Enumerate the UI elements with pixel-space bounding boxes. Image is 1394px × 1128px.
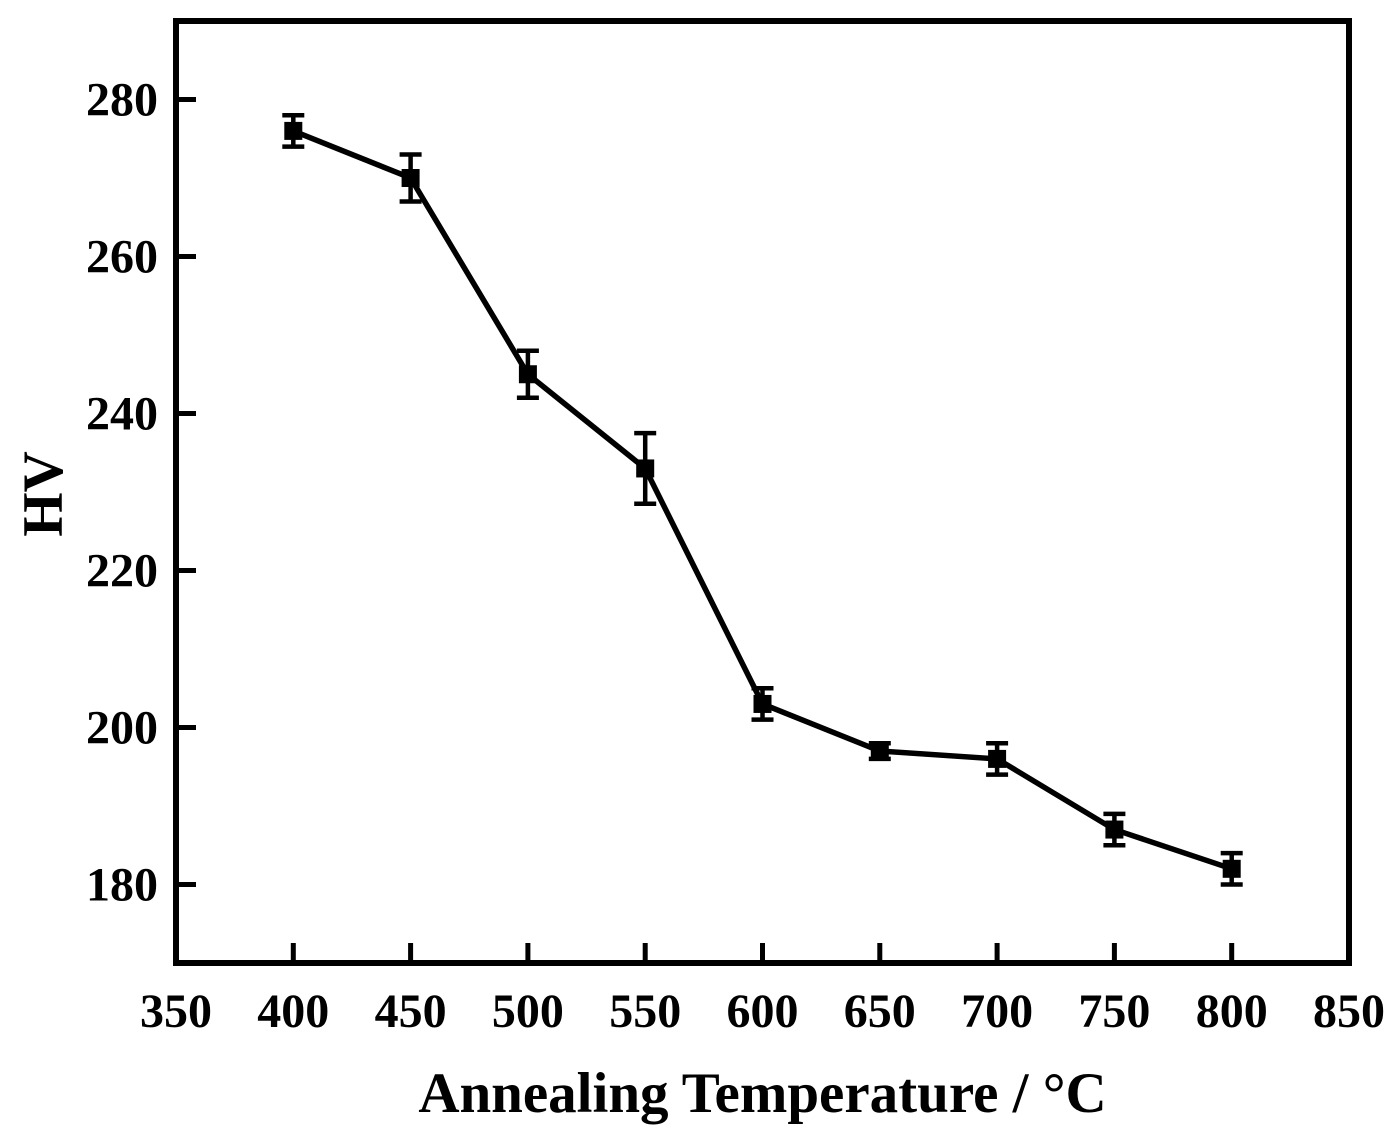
y-tick-label: 220: [86, 545, 158, 598]
x-tick-label: 850: [1313, 985, 1385, 1038]
y-tick-label: 200: [86, 702, 158, 755]
data-point-marker: [988, 749, 1007, 768]
x-tick-label: 700: [961, 985, 1033, 1038]
data-point-marker: [1105, 820, 1124, 839]
x-tick-label: 500: [492, 985, 564, 1038]
x-tick-label: 800: [1196, 985, 1268, 1038]
y-tick-label: 260: [86, 231, 158, 284]
y-tick-label: 180: [86, 859, 158, 912]
data-point-marker: [636, 459, 655, 478]
x-tick-label: 400: [257, 985, 329, 1038]
x-axis-title: Annealing Temperature / °C: [418, 1062, 1106, 1125]
x-tick-label: 750: [1078, 985, 1150, 1038]
data-point-marker: [753, 694, 772, 713]
x-tick-label: 450: [375, 985, 447, 1038]
data-point-marker: [1222, 859, 1241, 878]
x-tick-label: 350: [140, 985, 212, 1038]
y-tick-label: 240: [86, 388, 158, 441]
y-axis-title: HV: [12, 451, 75, 537]
data-point-marker: [870, 742, 889, 761]
data-point-marker: [284, 121, 303, 140]
x-tick-label: 550: [609, 985, 681, 1038]
y-tick-label: 280: [86, 74, 158, 127]
x-tick-label: 650: [844, 985, 916, 1038]
data-point-marker: [401, 169, 420, 187]
plot-frame: [173, 18, 1352, 966]
data-point-marker: [518, 365, 537, 384]
x-tick-label: 600: [727, 985, 799, 1038]
